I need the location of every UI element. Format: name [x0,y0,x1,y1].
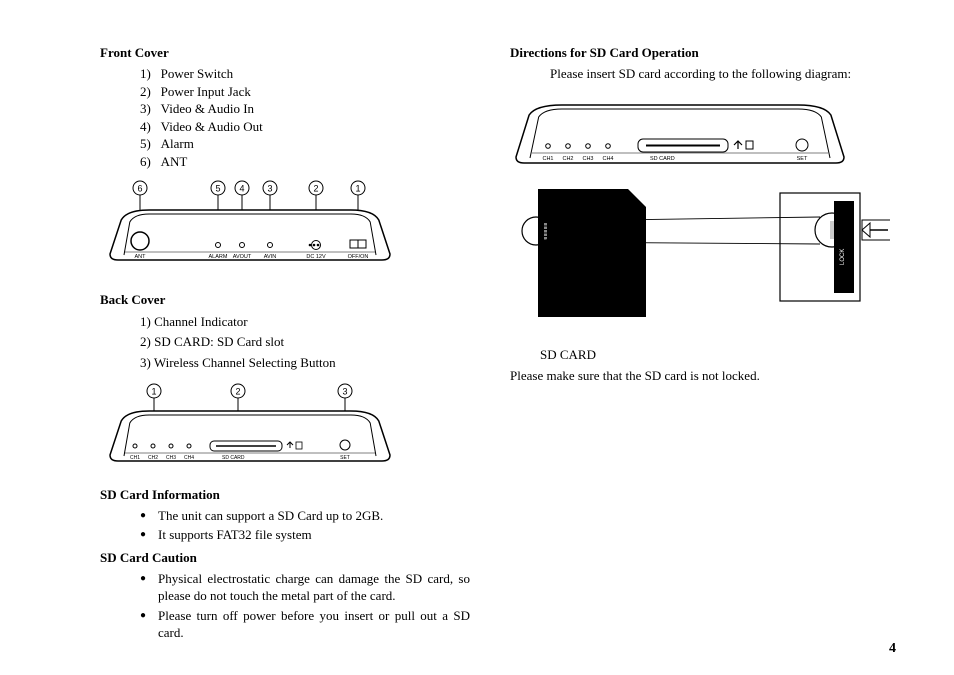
t: ANT [161,154,188,169]
t: Wireless Channel Selecting Button [154,355,336,370]
svg-text:2: 2 [235,386,240,396]
page-root: Front Cover 1) Power Switch 2) Power Inp… [0,0,954,674]
directions-title: Directions for SD Card Operation [510,45,890,61]
n: 3) [140,101,151,116]
svg-text:6: 6 [137,184,142,194]
svg-text:CH2: CH2 [562,156,573,162]
svg-text:OFF/ON: OFF/ON [348,254,369,260]
svg-text:CH3: CH3 [582,156,593,162]
svg-text:CH1: CH1 [542,156,553,162]
t: Power Switch [161,66,234,81]
t: Channel Indicator [154,314,248,329]
back-item-1: 1) Channel Indicator [140,312,470,332]
front-cover-list: 1) Power Switch 2) Power Input Jack 3) V… [100,65,470,170]
sd-insert-diagram: LOCK [510,183,890,333]
t: SD CARD: SD Card slot [154,334,284,349]
back-cover-title: Back Cover [100,292,470,308]
n: 5) [140,136,151,151]
svg-text:CH2: CH2 [148,455,158,461]
n: 2) [140,84,151,99]
front-item-6: 6) ANT [140,153,470,171]
svg-text:SD CARD: SD CARD [650,156,675,162]
sd-caution-2: Please turn off power before you insert … [140,607,470,642]
svg-text:2: 2 [313,184,318,194]
n: 1) [140,66,151,81]
t: Video & Audio In [161,101,254,116]
n: 4) [140,119,151,134]
svg-text:5: 5 [215,184,220,194]
right-column: Directions for SD Card Operation Please … [510,45,890,644]
front-item-3: 3) Video & Audio In [140,100,470,118]
svg-text:CH1: CH1 [130,455,140,461]
front-item-4: 4) Video & Audio Out [140,118,470,136]
svg-text:SET: SET [797,156,808,162]
svg-text:3: 3 [342,386,347,396]
sd-note: Please make sure that the SD card is not… [510,367,890,385]
front-item-1: 1) Power Switch [140,65,470,83]
back-item-2: 2) SD CARD: SD Card slot [140,332,470,352]
back-cover-list: 1) Channel Indicator 2) SD CARD: SD Card… [100,312,470,372]
left-column: Front Cover 1) Power Switch 2) Power Inp… [100,45,470,644]
svg-text:DC 12V: DC 12V [306,254,326,260]
svg-text:CH4: CH4 [602,156,613,162]
back-cover-diagram: 1 2 3 CH1 CH2 CH3 CH4 SD CARD SET [100,381,470,473]
page-number: 4 [889,641,896,657]
t: Power Input Jack [161,84,251,99]
svg-text:CH3: CH3 [166,455,176,461]
t: Alarm [161,136,194,151]
t: Video & Audio Out [161,119,263,134]
sd-info-title: SD Card Information [100,487,470,503]
sd-caution-list: Physical electrostatic charge can damage… [100,570,470,642]
front-cover-diagram: 6 5 4 3 2 1 ANT ALARM AVOUT AVIN DC 12V OFF/ON [100,178,470,278]
front-item-2: 2) Power Input Jack [140,83,470,101]
svg-text:CH4: CH4 [184,455,194,461]
directions-intro: Please insert SD card according to the f… [510,65,890,83]
sd-info-2: It supports FAT32 file system [140,526,470,544]
svg-text:LOCK: LOCK [840,249,846,265]
svg-text:ALARM: ALARM [209,254,228,260]
svg-text:1: 1 [151,386,156,396]
svg-text:4: 4 [239,184,244,194]
sd-info-1: The unit can support a SD Card up to 2GB… [140,507,470,525]
svg-text:SD CARD: SD CARD [222,455,245,461]
front-cover-title: Front Cover [100,45,470,61]
sd-top-diagram: CH1 CH2 CH3 CH4 SD CARD SET [510,101,890,169]
svg-text:1: 1 [355,184,360,194]
front-item-5: 5) Alarm [140,135,470,153]
svg-text:ANT: ANT [135,254,147,260]
svg-text:SET: SET [340,455,350,461]
sd-caution-1: Physical electrostatic charge can damage… [140,570,470,605]
svg-text:AVIN: AVIN [264,254,276,260]
svg-text:AVOUT: AVOUT [233,254,252,260]
sd-info-list: The unit can support a SD Card up to 2GB… [100,507,470,544]
svg-text:3: 3 [267,184,272,194]
sd-caution-title: SD Card Caution [100,550,470,566]
back-item-3: 3) Wireless Channel Selecting Button [140,353,470,373]
sd-card-label: SD CARD [510,347,890,363]
n: 6) [140,154,151,169]
